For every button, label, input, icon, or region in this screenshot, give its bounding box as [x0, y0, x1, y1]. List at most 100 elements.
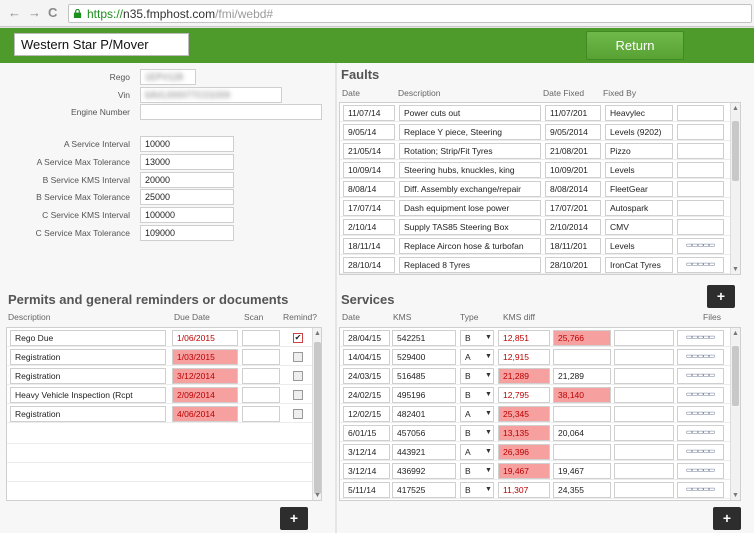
service-file-cell[interactable]: ▭▭▭▭▭ [677, 444, 724, 460]
remind-checkbox[interactable]: ✔ [293, 333, 303, 343]
file-icon[interactable]: ▭▭▭▭▭ [686, 448, 715, 455]
service-row[interactable]: 28/04/15 542251 B ▼ 12,851 25,766 ▭▭▭▭▭ [340, 328, 730, 347]
permit-due-date[interactable]: 1/03/2015 [172, 349, 238, 365]
fault-fixed-by[interactable]: IronCat Tyres [605, 257, 673, 273]
service-date[interactable]: 12/02/15 [343, 406, 390, 422]
fault-date[interactable]: 2/10/14 [343, 219, 395, 235]
service-notes[interactable] [614, 444, 674, 460]
file-icon[interactable]: ▭▭▭▭▭ [686, 486, 715, 493]
service-file-cell[interactable]: ▭▭▭▭▭ [677, 425, 724, 441]
fault-date[interactable]: 8/08/14 [343, 181, 395, 197]
fault-date-fixed[interactable]: 28/10/201 [545, 257, 601, 273]
add-service-button[interactable]: + [713, 507, 741, 530]
scroll-up-icon[interactable]: ▲ [314, 330, 321, 337]
vehicle-name-field[interactable]: Western Star P/Mover [14, 33, 189, 56]
add-fault-button[interactable]: + [707, 285, 735, 308]
remind-checkbox[interactable] [293, 409, 303, 419]
fault-fixed-by[interactable]: Pizzo [605, 143, 673, 159]
service-row[interactable]: 14/04/15 529400 A ▼ 12,915 ▭▭▭▭▭ [340, 347, 730, 366]
scroll-down-icon[interactable]: ▼ [732, 266, 739, 273]
fault-file-cell[interactable] [677, 200, 724, 216]
service-notes[interactable] [614, 406, 674, 422]
service-type-select[interactable]: A ▼ [460, 349, 494, 365]
fault-date[interactable]: 18/11/14 [343, 238, 395, 254]
forward-arrow-icon[interactable]: → [28, 5, 41, 20]
service-date[interactable]: 3/12/14 [343, 463, 390, 479]
permit-due-date[interactable]: 3/12/2014 [172, 368, 238, 384]
service-date[interactable]: 24/03/15 [343, 368, 390, 384]
permit-due-date[interactable]: 4/06/2014 [172, 406, 238, 422]
fault-fixed-by[interactable]: Heavylec [605, 105, 673, 121]
permit-row[interactable]: Registration 1/03/2015 [7, 347, 313, 366]
back-arrow-icon[interactable]: ← [8, 5, 21, 20]
permit-description[interactable]: Heavy Vehicle Inspection (Rcpt [10, 387, 166, 403]
fault-date-fixed[interactable]: 9/05/2014 [545, 124, 601, 140]
fault-description[interactable]: Supply TAS85 Steering Box [399, 219, 541, 235]
scroll-down-icon[interactable]: ▼ [314, 492, 321, 499]
permit-due-date[interactable]: 2/09/2014 [172, 387, 238, 403]
fault-file-cell[interactable]: ▭▭▭▭▭ [677, 257, 724, 273]
fault-file-cell[interactable] [677, 162, 724, 178]
service-field-input[interactable]: 100000 [140, 207, 234, 224]
fault-description[interactable]: Rotation; Strip/Fit Tyres [399, 143, 541, 159]
permit-description[interactable]: Registration [10, 406, 166, 422]
fault-fixed-by[interactable]: Autospark [605, 200, 673, 216]
service-row[interactable]: 5/11/14 417525 B ▼ 11,307 24,355 ▭▭▭▭▭ [340, 480, 730, 499]
service-date[interactable]: 3/12/14 [343, 444, 390, 460]
service-field-input[interactable]: 20000 [140, 171, 234, 188]
service-field-input[interactable]: 25000 [140, 189, 234, 206]
service-kms[interactable]: 436992 [392, 463, 456, 479]
fault-date[interactable]: 21/05/14 [343, 143, 395, 159]
service-date[interactable]: 14/04/15 [343, 349, 390, 365]
fault-description[interactable]: Steering hubs, knuckles, king [399, 162, 541, 178]
service-row[interactable]: 3/12/14 443921 A ▼ 26,396 ▭▭▭▭▭ [340, 442, 730, 461]
fault-date-fixed[interactable]: 17/07/201 [545, 200, 601, 216]
fault-description[interactable]: Replace Y piece, Steering [399, 124, 541, 140]
service-type-select[interactable]: B ▼ [460, 330, 494, 346]
permit-scan[interactable] [242, 368, 280, 384]
service-kms[interactable]: 542251 [392, 330, 456, 346]
service-kms[interactable]: 516485 [392, 368, 456, 384]
remind-checkbox[interactable] [293, 390, 303, 400]
fault-date-fixed[interactable]: 10/09/201 [545, 162, 601, 178]
service-kms[interactable]: 529400 [392, 349, 456, 365]
file-icon[interactable]: ▭▭▭▭▭ [686, 391, 715, 398]
fault-file-cell[interactable] [677, 219, 724, 235]
permit-scan[interactable] [242, 406, 280, 422]
fault-date[interactable]: 9/05/14 [343, 124, 395, 140]
vehicle-field-input[interactable]: 6AVL000077CO1009 [140, 87, 282, 103]
permit-row[interactable]: Heavy Vehicle Inspection (Rcpt 2/09/2014 [7, 385, 313, 404]
remind-checkbox[interactable] [293, 371, 303, 381]
permit-row[interactable]: Rego Due 1/06/2015 ✔ [7, 328, 313, 347]
service-row[interactable]: 12/02/15 482401 A ▼ 25,345 ▭▭▭▭▭ [340, 404, 730, 423]
service-kms[interactable]: 495196 [392, 387, 456, 403]
service-kms[interactable]: 417525 [392, 482, 456, 498]
add-permit-button[interactable]: + [280, 507, 308, 530]
service-kms[interactable]: 457056 [392, 425, 456, 441]
address-bar[interactable]: https://n35.fmphost.com/fmi/webd# [68, 4, 752, 23]
service-notes[interactable] [614, 425, 674, 441]
service-date[interactable]: 6/01/15 [343, 425, 390, 441]
permit-description[interactable]: Registration [10, 368, 166, 384]
permit-row[interactable]: Registration 4/06/2014 [7, 404, 313, 423]
service-file-cell[interactable]: ▭▭▭▭▭ [677, 463, 724, 479]
reload-icon[interactable]: C [48, 5, 58, 20]
permit-scan[interactable] [242, 387, 280, 403]
service-notes[interactable] [614, 349, 674, 365]
service-kms[interactable]: 443921 [392, 444, 456, 460]
scroll-up-icon[interactable]: ▲ [732, 105, 739, 112]
services-scroll-thumb[interactable] [732, 346, 739, 406]
fault-date[interactable]: 10/09/14 [343, 162, 395, 178]
file-icon[interactable]: ▭▭▭▭▭ [686, 334, 715, 341]
fault-date[interactable]: 28/10/14 [343, 257, 395, 273]
service-field-input[interactable]: 109000 [140, 225, 234, 241]
permit-description[interactable]: Rego Due [10, 330, 166, 346]
fault-fixed-by[interactable]: Levels [605, 162, 673, 178]
fault-date-fixed[interactable]: 21/08/201 [545, 143, 601, 159]
return-button[interactable]: Return [586, 31, 684, 60]
fault-row[interactable]: 17/07/14 Dash equipment lose power 17/07/2… [340, 198, 730, 217]
fault-file-cell[interactable] [677, 105, 724, 121]
service-type-select[interactable]: B ▼ [460, 387, 494, 403]
file-icon[interactable]: ▭▭▭▭▭ [686, 429, 715, 436]
service-file-cell[interactable]: ▭▭▭▭▭ [677, 368, 724, 384]
